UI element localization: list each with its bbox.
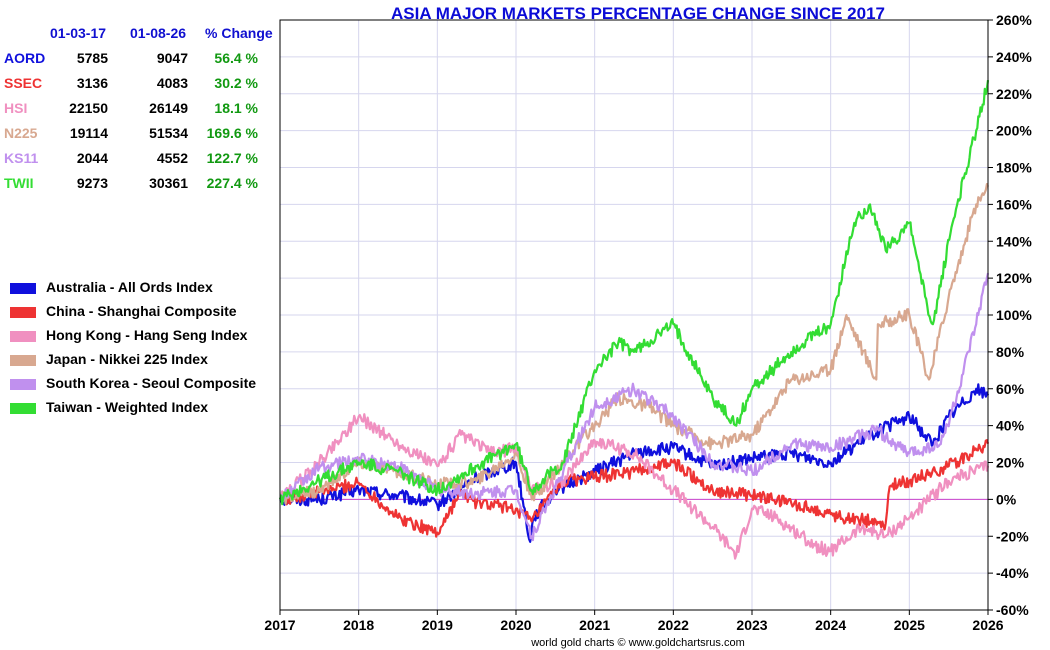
y-tick-label: 20%: [996, 455, 1025, 471]
table-cell-code: AORD: [4, 50, 46, 66]
y-tick-label: 140%: [996, 233, 1032, 249]
x-tick-label: 2024: [815, 617, 846, 633]
legend-label: Taiwan - Weighted Index: [46, 399, 209, 415]
table-cell-end: 51534: [149, 125, 188, 141]
chart-credit: world gold charts © www.goldchartsrus.co…: [531, 637, 745, 649]
y-tick-label: -60%: [996, 602, 1029, 618]
series-line: [279, 413, 990, 560]
table-cell-code: KS11: [4, 150, 39, 166]
table-cell-change: 30.2 %: [214, 75, 258, 91]
y-tick-label: 160%: [996, 196, 1032, 212]
x-tick-label: 2026: [972, 617, 1003, 633]
table-cell-end: 26149: [149, 100, 188, 116]
y-tick-label: 60%: [996, 381, 1025, 397]
x-tick-label: 2021: [579, 617, 610, 633]
table-cell-start: 22150: [69, 100, 108, 116]
legend-label: Hong Kong - Hang Seng Index: [46, 327, 248, 343]
table-cell-start: 9273: [76, 175, 108, 191]
legend-label: Japan - Nikkei 225 Index: [46, 351, 208, 367]
table-cell-code: HSI: [4, 100, 28, 116]
legend-swatch: [10, 331, 36, 342]
legend-label: South Korea - Seoul Composite: [46, 375, 257, 391]
x-tick-label: 2017: [264, 617, 295, 633]
table-cell-end: 4083: [156, 75, 188, 91]
table-header-change: % Change: [205, 25, 273, 41]
legend-swatch: [10, 283, 36, 294]
y-tick-label: 180%: [996, 160, 1032, 176]
table-cell-change: 169.6 %: [206, 125, 258, 141]
series-line: [280, 439, 990, 538]
legend-swatch: [10, 307, 36, 318]
table-cell-change: 18.1 %: [214, 100, 258, 116]
table-cell-code: TWII: [4, 175, 34, 191]
y-tick-label: 120%: [996, 270, 1032, 286]
table-cell-start: 2044: [76, 150, 108, 166]
legend-swatch: [10, 379, 36, 390]
y-tick-label: -20%: [996, 528, 1029, 544]
legend-label: China - Shanghai Composite: [46, 303, 237, 319]
y-tick-label: -40%: [996, 565, 1029, 581]
y-tick-label: 260%: [996, 12, 1032, 28]
legend-label: Australia - All Ords Index: [46, 279, 213, 295]
y-tick-label: 0%: [996, 491, 1017, 507]
table-cell-end: 4552: [156, 150, 188, 166]
table-header-end-date: 01-08-26: [130, 25, 187, 41]
table-cell-end: 9047: [156, 50, 188, 66]
series-lines: [278, 79, 990, 560]
x-tick-label: 2025: [894, 617, 925, 633]
y-tick-label: 40%: [996, 418, 1025, 434]
table-header-start-date: 01-03-17: [50, 25, 107, 41]
axes: 260% 240% 220% 200% 180% 160% 140% 120% 100% 80% 6…: [264, 12, 1032, 633]
table-cell-code: SSEC: [4, 75, 43, 91]
y-tick-label: 80%: [996, 344, 1025, 360]
table-cell-change: 227.4 %: [206, 175, 258, 191]
x-tick-label: 2020: [500, 617, 531, 633]
table-cell-start: 19114: [69, 125, 108, 141]
series-line: [278, 272, 990, 542]
chart-title: ASIA MAJOR MARKETS PERCENTAGE CHANGE SIN…: [390, 4, 886, 23]
legend-swatch: [10, 403, 36, 414]
table-cell-start: 3136: [76, 75, 108, 91]
series-line: [279, 183, 990, 505]
y-tick-label: 200%: [996, 123, 1032, 139]
y-tick-label: 220%: [996, 86, 1032, 102]
x-tick-label: 2023: [736, 617, 767, 633]
y-tick-label: 240%: [996, 49, 1032, 65]
series-line: [278, 79, 990, 506]
legend-swatch: [10, 355, 36, 366]
x-tick-label: 2018: [343, 617, 374, 633]
table-cell-code: N225: [4, 125, 38, 141]
table-cell-change: 122.7 %: [206, 150, 258, 166]
table-cell-end: 30361: [149, 175, 188, 191]
y-tick-label: 100%: [996, 307, 1032, 323]
x-tick-label: 2022: [658, 617, 689, 633]
x-tick-label: 2019: [422, 617, 453, 633]
table-cell-change: 56.4 %: [214, 50, 258, 66]
table-cell-start: 5785: [76, 50, 108, 66]
